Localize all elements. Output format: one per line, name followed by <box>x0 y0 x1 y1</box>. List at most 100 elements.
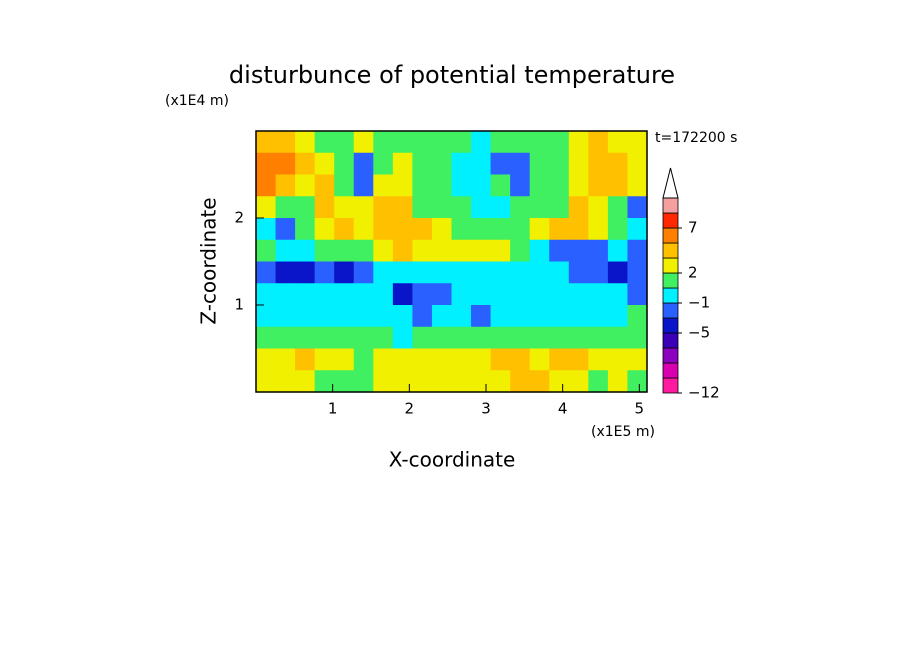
contour-cell <box>295 196 316 219</box>
contour-cell <box>314 261 335 284</box>
y-axis-label: Z-coordinate <box>197 197 221 324</box>
contour-cell <box>412 348 433 371</box>
contour-cell <box>373 131 394 154</box>
colorbar-box <box>662 212 679 229</box>
contour-cell <box>510 196 531 219</box>
contour-cell <box>471 152 492 176</box>
contour-cell <box>627 218 648 241</box>
colorbar-tick-label: −1 <box>688 294 710 312</box>
contour-cell <box>353 370 374 393</box>
contour-cell <box>510 370 531 393</box>
contour-cell <box>353 326 374 350</box>
contour-cell <box>275 370 296 393</box>
contour-cell <box>314 283 335 306</box>
contour-cell <box>529 174 550 197</box>
contour-cell <box>490 196 511 219</box>
contour-cell <box>392 326 413 350</box>
chart-title: disturbunce of potential temperature <box>229 61 675 89</box>
colorbar-tick-label: −12 <box>688 384 720 402</box>
contour-cell <box>373 326 394 350</box>
contour-cell <box>607 283 629 306</box>
x-tick-label: 5 <box>635 400 645 418</box>
contour-cell <box>431 131 453 154</box>
contour-cell <box>431 370 453 393</box>
contour-cell <box>627 348 648 371</box>
colorbar-box <box>662 302 679 319</box>
contour-cell <box>275 305 296 328</box>
contour-cell <box>353 348 374 371</box>
contour-cell <box>451 326 472 350</box>
colorbar-box <box>662 362 679 379</box>
colorbar-tick-label: 7 <box>688 219 698 237</box>
contour-cell <box>353 152 374 176</box>
contour-cell <box>510 239 531 263</box>
colorbar-box <box>662 287 679 304</box>
contour-cell <box>588 218 609 241</box>
contour-cell <box>471 326 492 350</box>
contour-cell <box>295 370 316 393</box>
contour-cell <box>256 261 277 284</box>
contour-cell <box>471 196 492 219</box>
contour-cell <box>588 370 609 393</box>
contour-cell <box>353 196 374 219</box>
contour-cell <box>314 370 335 393</box>
contour-cell <box>373 239 394 263</box>
contour-cell <box>373 152 394 176</box>
contour-cell <box>373 196 394 219</box>
contour-cell <box>256 152 277 176</box>
contour-cell <box>607 326 629 350</box>
contour-cell <box>471 131 492 154</box>
contour-cell <box>256 196 277 219</box>
contour-cell <box>529 348 550 371</box>
contour-cell <box>529 131 550 154</box>
contour-cell <box>471 305 492 328</box>
contour-cell <box>373 305 394 328</box>
contour-cell <box>549 261 570 284</box>
contour-cell <box>549 348 570 371</box>
contour-cell <box>392 196 413 219</box>
contour-cell <box>256 370 277 393</box>
contour-cell <box>568 152 589 176</box>
contour-cell <box>392 305 413 328</box>
contour-cell <box>256 174 277 197</box>
contour-cell <box>295 261 316 284</box>
contour-cell <box>451 218 472 241</box>
x-tick-label: 1 <box>328 400 338 418</box>
contour-cell <box>568 326 589 350</box>
contour-cell <box>334 348 355 371</box>
contour-cell <box>314 218 335 241</box>
contour-cell <box>412 174 433 197</box>
contour-cell <box>490 131 511 154</box>
x-tick-label: 3 <box>481 400 491 418</box>
contour-cell <box>607 196 629 219</box>
contour-cell <box>471 348 492 371</box>
contour-cell <box>627 261 648 284</box>
colorbar-box <box>662 197 679 214</box>
contour-cell <box>412 305 433 328</box>
contour-cell <box>353 283 374 306</box>
y-tick-label: 1 <box>234 296 244 314</box>
x-tick-label: 4 <box>558 400 568 418</box>
contour-cell <box>568 261 589 284</box>
contour-cell <box>392 131 413 154</box>
contour-cell <box>568 218 589 241</box>
contour-cell <box>549 305 570 328</box>
contour-cell <box>392 370 413 393</box>
contour-cell <box>627 326 648 350</box>
contour-cell <box>295 218 316 241</box>
contour-cell <box>275 348 296 371</box>
contour-cell <box>256 305 277 328</box>
contour-cell <box>412 131 433 154</box>
contour-cell <box>334 218 355 241</box>
y-tick-label: 2 <box>234 209 244 227</box>
contour-cell <box>412 196 433 219</box>
contour-cell <box>588 196 609 219</box>
contour-cell <box>627 196 648 219</box>
contour-cell <box>471 174 492 197</box>
time-annotation: t=172200 s <box>655 130 737 146</box>
contour-cell <box>392 261 413 284</box>
contour-cell <box>588 348 609 371</box>
contour-cell <box>392 348 413 371</box>
contour-cell <box>373 370 394 393</box>
contour-cell <box>627 174 648 197</box>
